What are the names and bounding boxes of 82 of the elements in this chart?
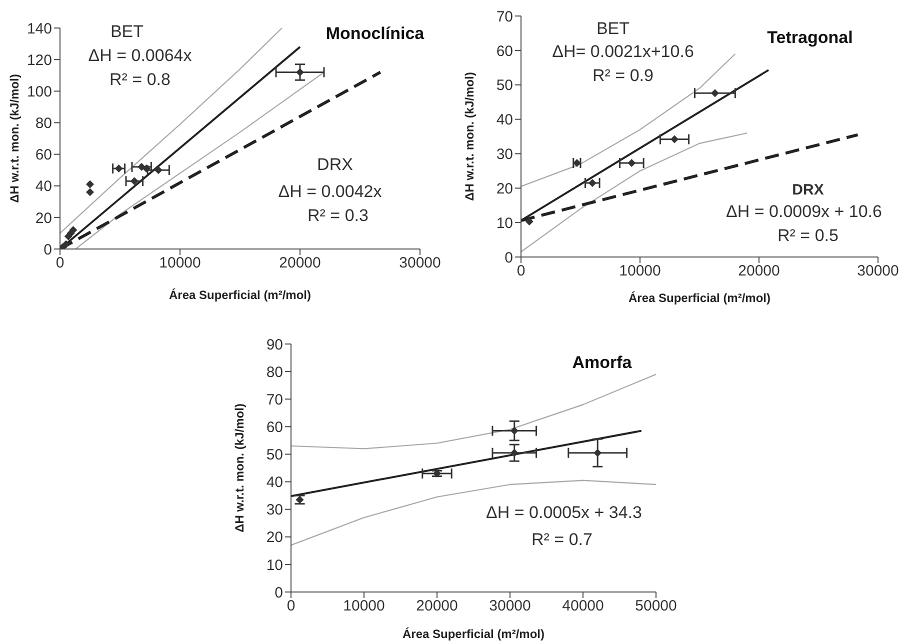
y-tick-label: 50: [266, 446, 283, 464]
annotation: R² = 0.7: [532, 530, 592, 550]
y-tick-label: 20: [496, 180, 513, 198]
x-tick-label: 30000: [489, 598, 531, 615]
annotation: ΔH = 0.0064x: [88, 46, 192, 66]
y-tick-label: 30: [496, 146, 513, 164]
point: [710, 89, 719, 98]
y-tick-label: 20: [266, 529, 283, 546]
point: [142, 164, 150, 172]
point: [296, 68, 304, 76]
annotation: ΔH = 0.0042x: [278, 182, 382, 202]
x-tick-label: 0: [516, 262, 526, 280]
y-axis-title: ΔH w.r.t. mon. (kJ/mol): [232, 404, 246, 532]
y-tick-label: 100: [26, 83, 52, 100]
annotation: BET: [110, 22, 144, 42]
y-axis-title: ΔH w.r.t. mon. (kJ/mol): [462, 72, 476, 201]
y-tick-label: 90: [266, 336, 283, 354]
point: [86, 188, 94, 196]
y-tick-label: 140: [26, 20, 52, 38]
point: [86, 180, 94, 188]
x-axis-title: Área Superficial (m²/mol): [628, 291, 771, 305]
y-tick-label: 50: [496, 77, 513, 94]
annotation: R² = 0.5: [778, 226, 838, 246]
x-tick-label: 40000: [562, 598, 604, 615]
point: [154, 166, 162, 174]
x-tick-label: 30000: [399, 254, 441, 272]
point: [510, 426, 518, 435]
y-tick-label: 20: [35, 210, 52, 227]
y-tick-label: 70: [266, 391, 283, 408]
point: [510, 448, 518, 457]
chart-title: Monoclínica: [326, 24, 424, 44]
point: [670, 135, 679, 144]
x-tick-label: 10000: [343, 598, 385, 615]
annotation: ΔH= 0.0021x+10.6: [552, 42, 694, 62]
y-tick-label: 80: [35, 115, 52, 132]
x-tick-label: 30000: [857, 262, 899, 280]
y-tick-label: 60: [35, 146, 52, 164]
annotation: BET: [596, 19, 630, 39]
annotation: ΔH = 0.0005x + 34.3: [486, 503, 642, 523]
y-tick-label: 0: [274, 584, 283, 602]
annotation: DRX: [317, 155, 353, 175]
point: [433, 470, 441, 478]
x-tick-label: 0: [56, 254, 64, 272]
y-tick-label: 120: [26, 52, 52, 69]
y-tick-label: 10: [496, 214, 513, 232]
point: [114, 164, 123, 172]
y-tick-label: 30: [266, 502, 283, 519]
y-tick-label: 10: [266, 556, 283, 574]
point: [594, 448, 602, 457]
point: [525, 218, 534, 226]
annotation: R² = 0.9: [592, 66, 654, 86]
text: Amorfa: [572, 353, 632, 373]
line-series: [291, 480, 656, 546]
y-tick-label: 0: [44, 241, 52, 258]
x-tick-label: 20000: [416, 598, 458, 615]
x-tick-label: 20000: [738, 262, 780, 280]
y-tick-label: 70: [496, 8, 513, 26]
y-tick-label: 60: [496, 42, 513, 60]
y-tick-label: 60: [266, 418, 283, 436]
annotation: ΔH = 0.0009x + 10.6: [726, 202, 882, 222]
x-tick-label: 50000: [635, 598, 677, 615]
point: [130, 177, 138, 186]
x-tick-label: 10000: [619, 262, 661, 280]
y-tick-label: 40: [496, 112, 513, 129]
text: Tetragonal: [767, 28, 853, 48]
annotation: R² = 0.3: [308, 206, 368, 226]
y-tick-label: 80: [266, 364, 283, 381]
y-axis-title: ΔH w.r.t. mon. (kJ/mol): [7, 74, 22, 203]
y-tick-label: 40: [35, 178, 52, 196]
annotation: R² = 0.8: [110, 70, 170, 90]
x-tick-label: 10000: [159, 254, 201, 272]
x-tick-label: 20000: [279, 254, 321, 272]
line-series: [521, 132, 748, 252]
y-tick-label: 40: [266, 474, 283, 492]
x-tick-label: 0: [286, 598, 296, 615]
point: [588, 178, 596, 187]
x-axis-title: Área Superficial (m²/mol): [402, 627, 545, 641]
point: [62, 240, 70, 248]
line-series: [291, 374, 656, 450]
point: [628, 159, 636, 168]
annotation: DRX: [792, 182, 824, 198]
x-axis-title: Área Superficial (m²/mol): [168, 288, 312, 302]
